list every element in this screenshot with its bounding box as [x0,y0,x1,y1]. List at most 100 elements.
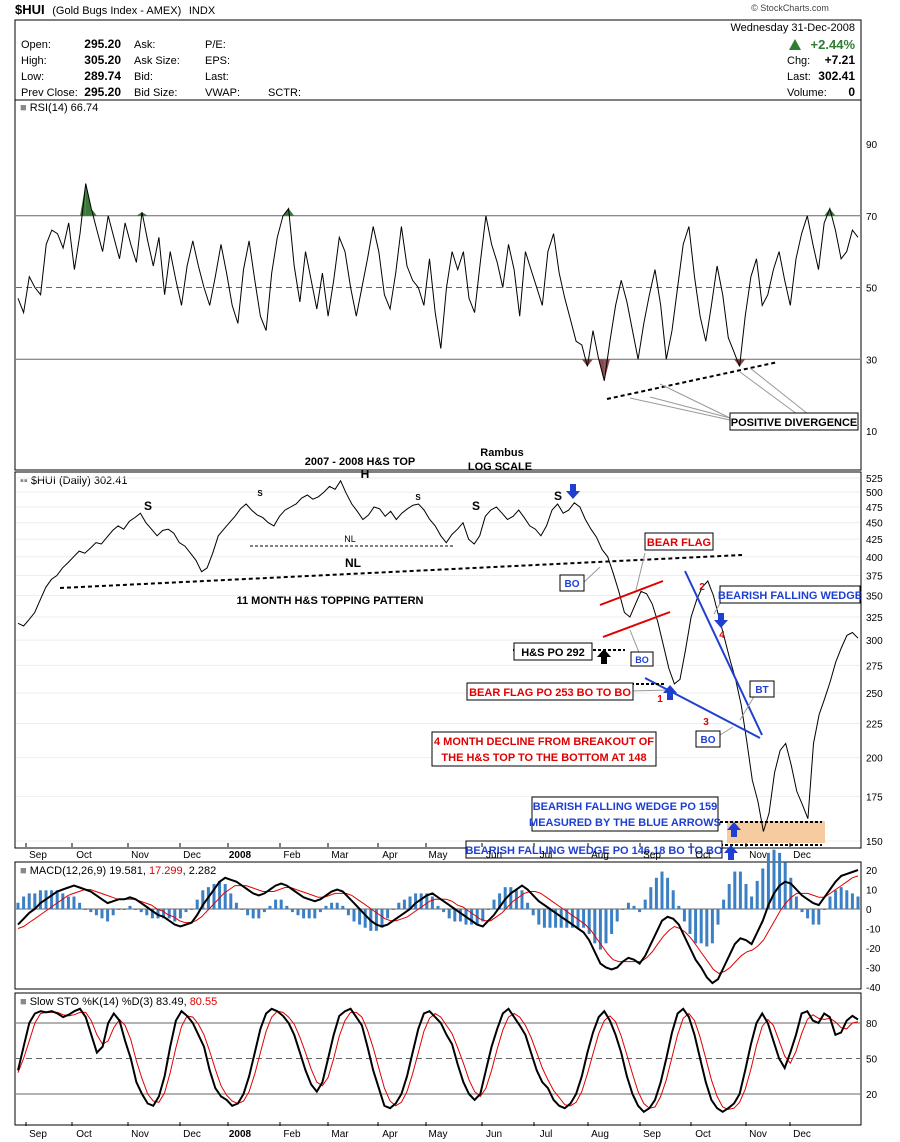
histogram-bar [643,899,647,909]
histogram-bar [520,890,524,909]
histogram-bar [122,909,126,910]
y-tick-label: 150 [866,837,883,848]
x-tick-label: Jul [540,850,553,861]
hs-pattern-label: 11 MONTH H&S TOPPING PATTERN [236,595,423,607]
histogram-bar [330,902,334,909]
y-tick-label: 525 [866,474,883,485]
quote-label: High: [21,55,47,67]
histogram-bar [134,909,138,910]
x-tick-label: Jun [486,1129,502,1140]
y-tick-label: 300 [866,636,883,647]
wedge-po-146-label: BEARISH FALLING WEDGE PO 146.18 BO TO BO [465,845,723,857]
histogram-bar [822,909,826,910]
histogram-bar [766,852,770,909]
x-axis-month-labels-bottom: Sep Oct Nov Dec 2008 Feb Mar Apr May Jun Jul Aug Sep… [25,1122,811,1140]
histogram-bar [72,896,76,909]
x-tick-label: Nov [749,1129,767,1140]
histogram-bar [358,909,362,925]
histogram-bar [604,909,608,944]
histogram-bar [850,893,854,909]
y-tick-label: 400 [866,553,883,564]
wedge-po-146-box [465,840,723,859]
price-panel [14,471,862,849]
x-tick-label: 2008 [229,850,252,861]
histogram-bar [346,909,350,916]
bo-pointer-1 [582,566,601,584]
inner-neckline-label: NL [344,534,356,544]
histogram-bar [778,852,782,909]
histogram-bar [660,871,664,909]
x-tick-label: Aug [591,1129,609,1140]
shoulder-label-right: S [472,499,480,513]
quote-value: 289.74 [84,69,121,83]
overbought-fill [136,212,143,216]
x-tick-label: 2008 [229,1129,252,1140]
x-tick-label: Mar [331,1129,349,1140]
x-tick-label: Oct [76,850,92,861]
rsi-series-line [17,183,859,381]
histogram-bar [531,909,535,916]
bo-label-2: BO [635,655,649,665]
y-tick-label: 10 [866,886,878,897]
histogram-bar [537,909,541,925]
histogram-bar [744,884,748,909]
histogram-bar [481,909,485,922]
bear-flag-po-pointer [629,689,671,692]
x-tick-label: Sep [643,850,661,861]
quote-label: Prev Close: [21,87,78,99]
log-scale-label: LOG SCALE [468,461,532,473]
histogram-bar [442,909,446,913]
price-series-line [17,479,859,832]
quote-label: Volume: [787,87,827,99]
histogram-bar [828,896,832,909]
change-percent: +2.44% [811,37,856,52]
divergence-callout-line-1 [649,396,731,419]
bo-pointer-2 [629,629,641,656]
rsi-grid [16,215,860,360]
overbought-fill [288,208,295,216]
histogram-bar [50,890,54,909]
x-tick-label: Dec [183,850,201,861]
histogram-bar [856,896,860,909]
oversold-fill [733,359,740,367]
histogram-bar [234,902,238,909]
quote-right: Chg: +7.21 Last: 302.41 Volume: 0 [787,53,855,99]
quote-value: 305.20 [84,53,121,67]
histogram-bar [318,909,322,913]
x-tick-label: Oct [76,1129,92,1140]
histogram-bar [486,909,490,910]
x-tick-label: Dec [793,850,811,861]
y-tick-label: 0 [866,905,872,916]
y-tick-label: 10 [866,427,878,438]
positive-divergence-box [729,412,859,431]
histogram-bar [671,890,675,909]
histogram-bar [246,909,250,916]
histogram-bar [694,909,698,944]
histogram-bar [509,887,513,909]
header-title: $HUI (Gold Bugs Index - AMEX) INDX [15,2,216,17]
wedge-upper-line [684,570,763,736]
divergence-callout-line-5 [749,367,809,415]
x-tick-label: Apr [382,1129,398,1140]
histogram-bar [621,909,625,910]
histogram-bar [111,909,115,916]
bear-flag-po-label: BEAR FLAG PO 253 BO TO BO [469,687,631,699]
decline-box [431,731,657,767]
blue-down-arrow-icon [566,484,580,499]
histogram-bar [94,909,98,916]
histogram-bar [699,909,703,944]
positive-divergence-label: POSITIVE DIVERGENCE [731,417,858,429]
histogram-bar [570,909,574,928]
histogram-bar [397,902,401,909]
y-tick-label: -10 [866,925,881,936]
histogram-bar [55,890,59,909]
histogram-bar [610,909,614,934]
histogram-bar [302,909,306,919]
histogram-bar [128,905,132,909]
histogram-bar [654,877,658,909]
histogram-bar [156,909,160,919]
wave-label-4: 4 [719,630,725,641]
wedge-lower-line [644,677,761,739]
histogram-bar [251,909,255,919]
sto-title: ■ Slow STO %K(14) %D(3) 83.49, 80.55 [20,996,217,1008]
